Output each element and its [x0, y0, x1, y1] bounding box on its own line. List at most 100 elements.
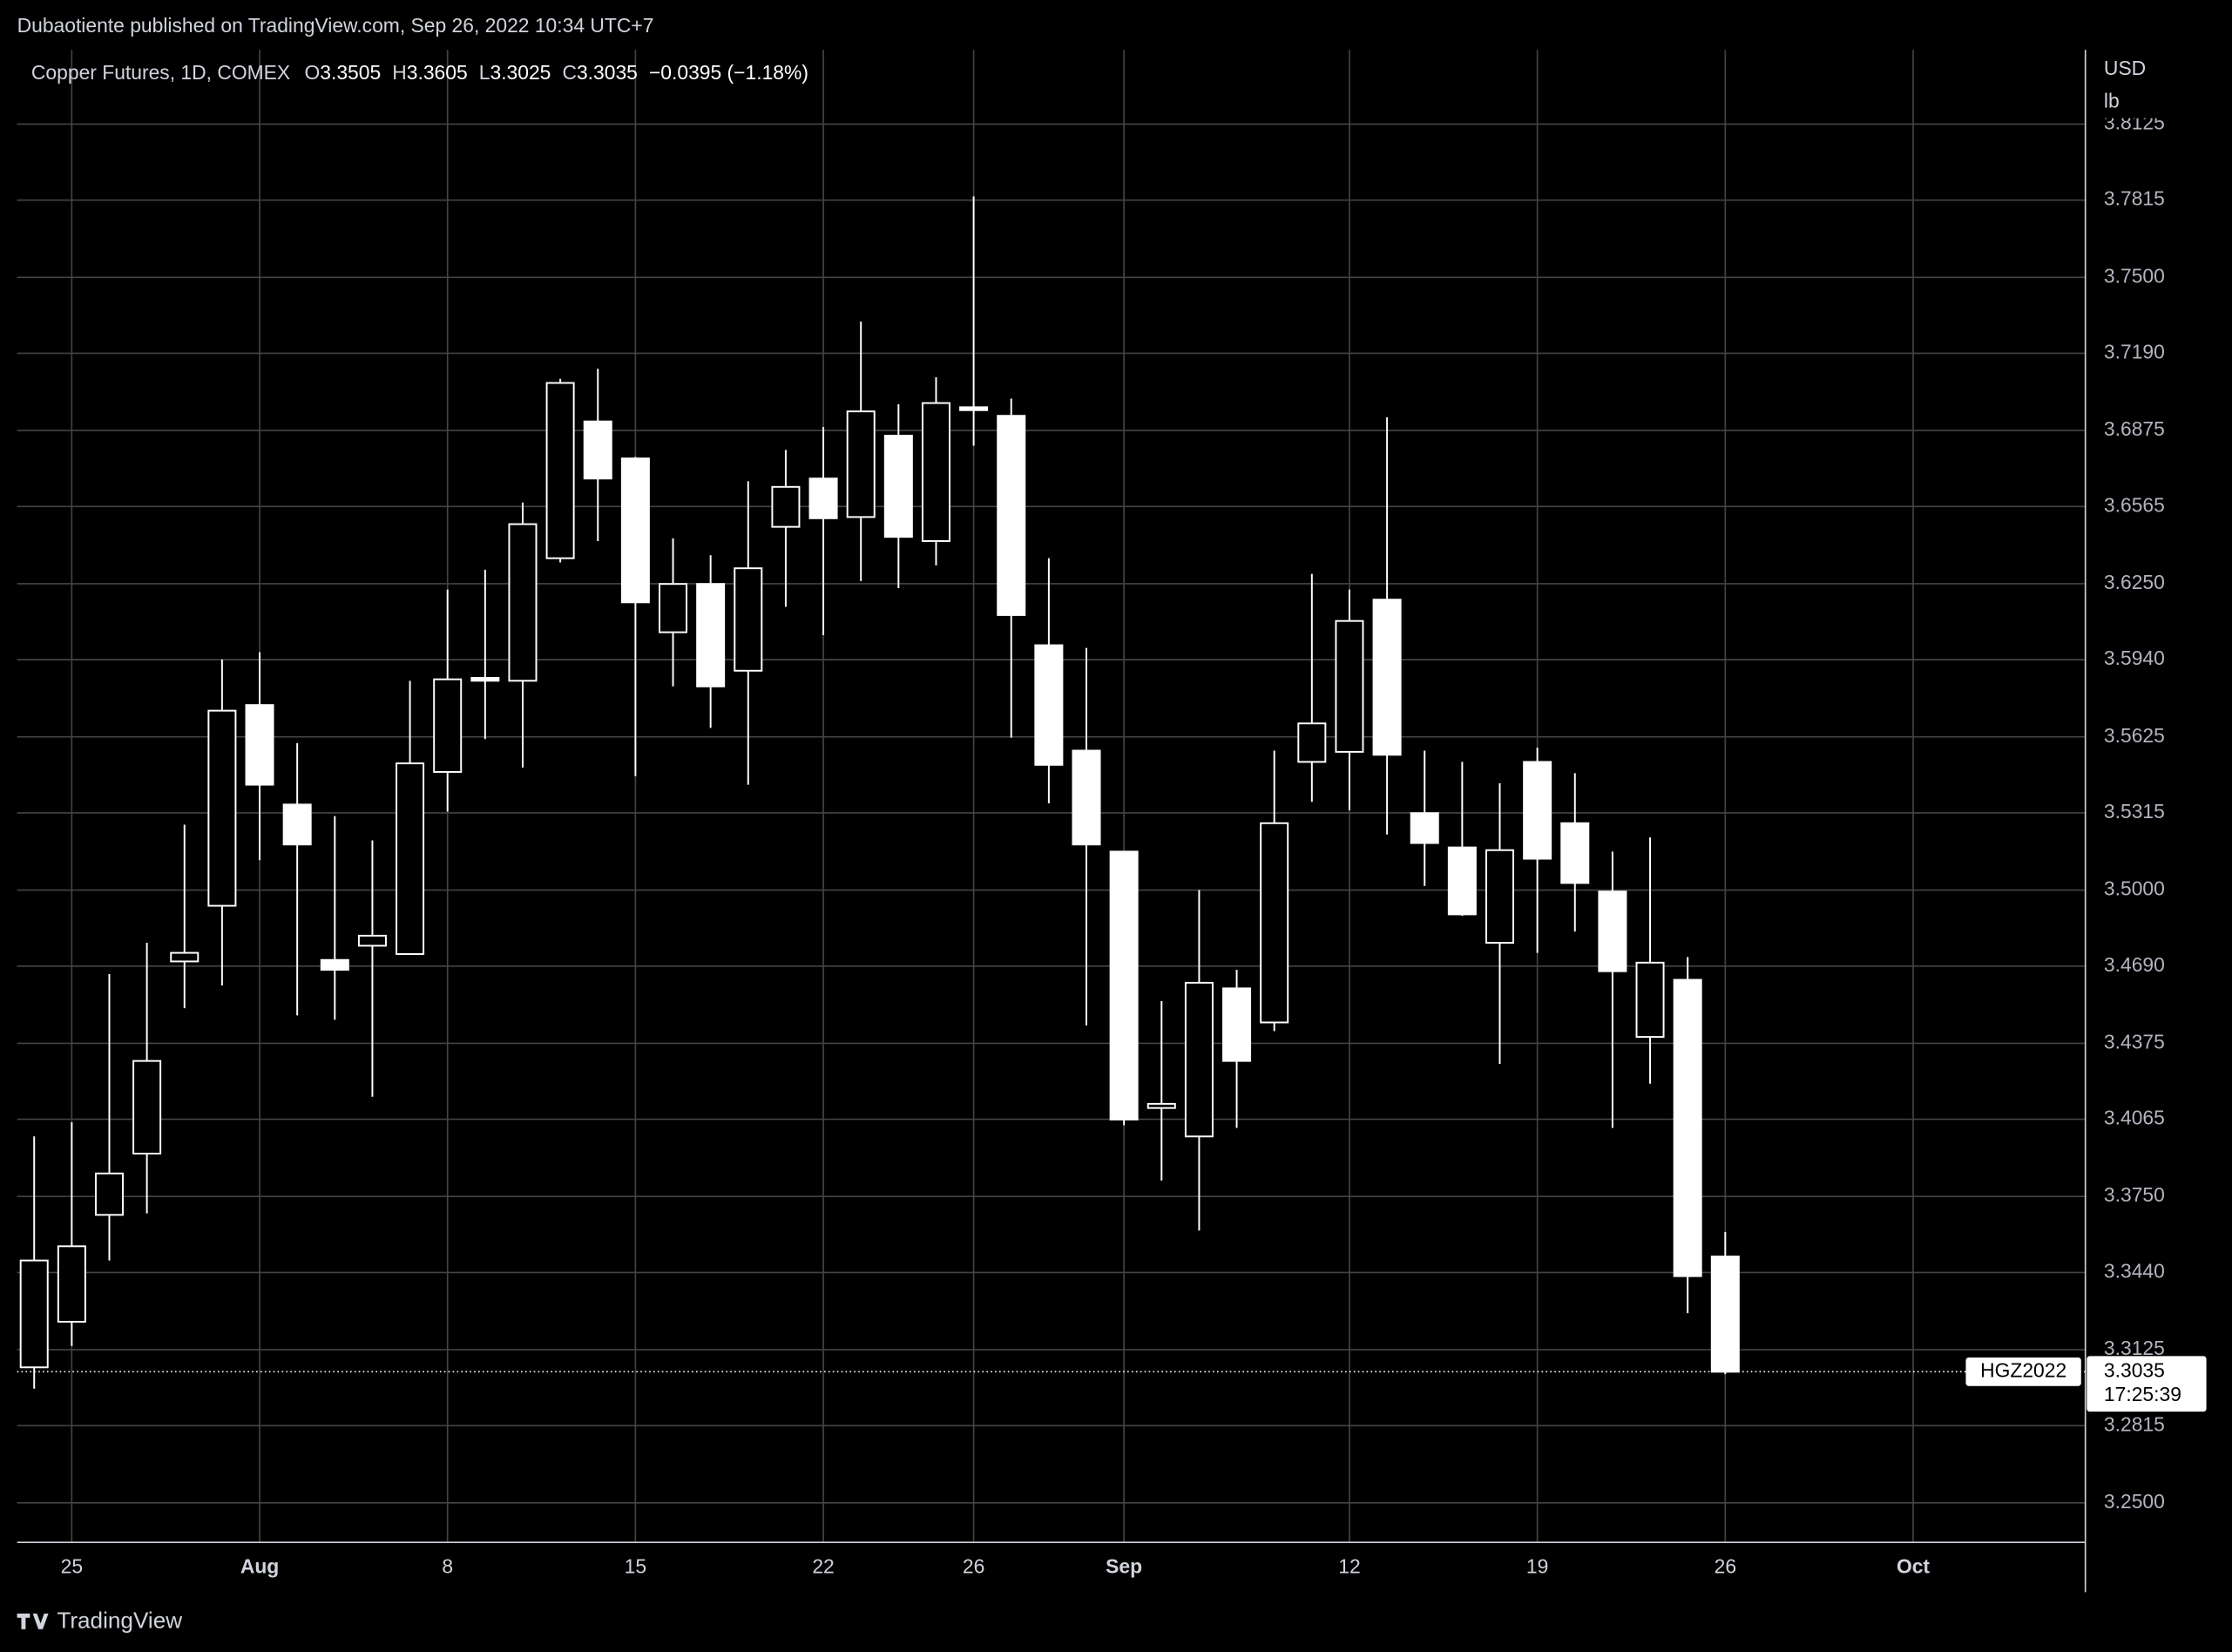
- y-tick-label: 3.5315: [2104, 800, 2165, 823]
- x-tick-label: 25: [61, 1555, 83, 1578]
- candle-body: [282, 803, 312, 846]
- candle-body: [696, 583, 726, 687]
- y-tick-label: 3.6875: [2104, 417, 2165, 440]
- x-tick-label: Sep: [1106, 1555, 1142, 1578]
- x-tick-label: 8: [442, 1555, 453, 1578]
- candle-body: [1297, 722, 1327, 763]
- candle-body: [1260, 822, 1289, 1024]
- candle-body: [1673, 978, 1702, 1277]
- candle-body: [320, 958, 349, 971]
- close-label: C: [562, 61, 577, 84]
- x-tick-label: Aug: [240, 1555, 279, 1578]
- candle-body: [170, 951, 200, 963]
- y-tick-label: 3.3750: [2104, 1183, 2165, 1206]
- candle-body: [1034, 644, 1064, 766]
- candle-body: [508, 523, 538, 682]
- candle-body: [846, 410, 876, 518]
- candle-body: [1710, 1256, 1740, 1373]
- candle-body: [1146, 1102, 1176, 1109]
- brand: TradingView: [17, 1608, 182, 1634]
- close-value: 3.3035: [577, 61, 638, 84]
- high-value: 3.3605: [407, 61, 468, 84]
- brand-name: TradingView: [57, 1608, 182, 1634]
- candle-body: [1635, 961, 1665, 1039]
- candle-body: [1523, 761, 1552, 860]
- y-tick-label: 3.3125: [2104, 1337, 2165, 1359]
- symbol-label: HGZ2022: [1980, 1358, 2066, 1381]
- y-tick-label: 3.7190: [2104, 341, 2165, 363]
- x-tick-label: 15: [625, 1555, 646, 1578]
- legend: Copper Futures, 1D, COMEX O3.3505 H3.3605 L…: [31, 61, 808, 84]
- candle-body: [1109, 850, 1139, 1121]
- candle-body: [1372, 599, 1402, 756]
- low-label: L: [479, 61, 490, 84]
- candle-body: [132, 1060, 162, 1154]
- candle-body: [433, 678, 463, 773]
- y-tick-label: 3.6250: [2104, 571, 2165, 593]
- price-label: 3.3035: [2104, 1358, 2165, 1381]
- candle-body: [583, 420, 612, 480]
- candle-body: [357, 934, 387, 947]
- y-tick-label: 3.4375: [2104, 1030, 2165, 1053]
- y-tick-label: 3.6565: [2104, 493, 2165, 516]
- candle-body: [808, 477, 838, 519]
- publisher: Dubaotiente published on TradingView.com…: [17, 14, 654, 37]
- y-tick-label: 3.7500: [2104, 264, 2165, 287]
- candle-body: [57, 1245, 86, 1323]
- price-box: [2087, 1356, 2207, 1412]
- candle-body: [1072, 749, 1101, 846]
- y-tick-label: 3.7815: [2104, 187, 2165, 210]
- candle-body: [19, 1259, 49, 1369]
- title: Copper Futures, 1D, COMEX: [31, 61, 290, 84]
- candle-body: [997, 415, 1026, 616]
- candle-body: [959, 406, 989, 411]
- candles: [19, 196, 1740, 1389]
- unit-box: [2087, 50, 2224, 118]
- candle-body: [659, 583, 688, 633]
- candle-body: [1222, 987, 1252, 1062]
- y-tick-label: 3.2815: [2104, 1412, 2165, 1435]
- candle-body: [771, 485, 801, 528]
- candle-body: [545, 382, 575, 559]
- x-tick-label: Oct: [1897, 1555, 1930, 1578]
- y-tick-label: 3.5625: [2104, 724, 2165, 747]
- candle-body: [470, 676, 500, 682]
- candle-body: [620, 457, 650, 604]
- y-tick-label: 3.4065: [2104, 1107, 2165, 1129]
- candle-body: [245, 704, 274, 786]
- candle-body: [1447, 846, 1477, 916]
- candle-body: [1335, 620, 1364, 753]
- x-tick-label: 26: [963, 1555, 984, 1578]
- candle-body: [921, 402, 950, 542]
- high-label: H: [392, 61, 407, 84]
- x-tick-label: 12: [1338, 1555, 1360, 1578]
- y-tick-label: 3.5940: [2104, 647, 2165, 669]
- y-tick-label: 3.5000: [2104, 877, 2165, 900]
- countdown: 17:25:39: [2104, 1383, 2181, 1405]
- candle-body: [1410, 812, 1439, 844]
- x-tick-label: 19: [1526, 1555, 1548, 1578]
- change: −0.0395 (−1.18%): [649, 61, 808, 84]
- open-label: O: [305, 61, 321, 84]
- open-value: 3.3505: [320, 61, 381, 84]
- candle-body: [207, 709, 237, 907]
- candle-body: [1184, 981, 1214, 1138]
- candle-body: [1485, 849, 1515, 944]
- candle-body: [734, 567, 763, 672]
- candle-body: [94, 1172, 124, 1216]
- y-tick-label: 3.4690: [2104, 953, 2165, 976]
- symbol-box: [1965, 1357, 2081, 1386]
- y-tick-label: 3.2500: [2104, 1490, 2165, 1513]
- candle-body: [1598, 890, 1627, 972]
- candle-body: [396, 762, 425, 955]
- brand-logo: [17, 1613, 49, 1629]
- price-axis: 3.81253.78153.75003.71903.68753.65653.62…: [61, 111, 2165, 1577]
- currency: USD: [2104, 57, 2146, 79]
- x-tick-label: 26: [1715, 1555, 1736, 1578]
- low-value: 3.3025: [490, 61, 551, 84]
- x-tick-label: 22: [812, 1555, 834, 1578]
